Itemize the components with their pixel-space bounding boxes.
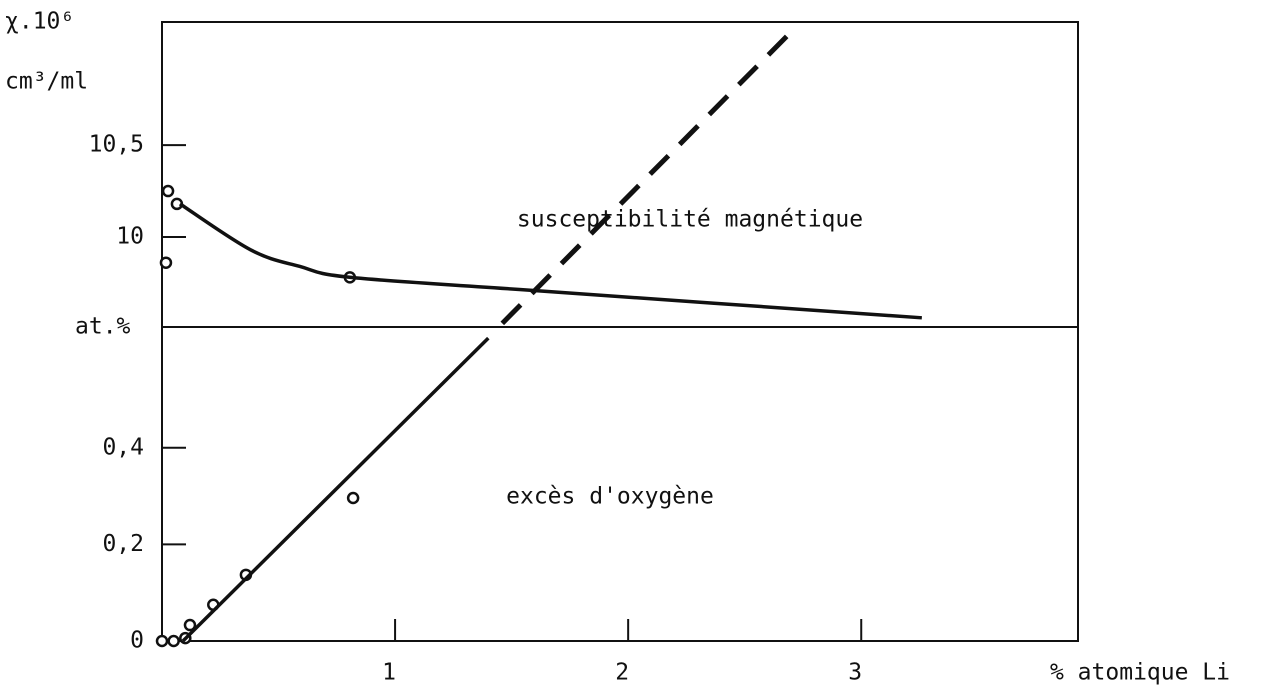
y-axis-label: at.%: [75, 314, 131, 340]
y-tick-label: 10: [116, 223, 144, 249]
fit-line: [181, 336, 490, 643]
annotation: susceptibilité magnétique: [517, 207, 863, 233]
annotation: excès d'oxygène: [506, 484, 714, 510]
y-tick-label: 0,2: [102, 531, 144, 557]
y-axis-label: cm³/ml: [5, 69, 88, 95]
data-point: [346, 491, 360, 505]
y-tick-label: 10,5: [89, 132, 144, 158]
x-axis-label: % atomique Li: [1050, 660, 1230, 686]
y-tick-label: 0: [130, 628, 144, 654]
y-tick-label: 0,4: [102, 434, 144, 460]
x-tick-label: 1: [382, 660, 396, 686]
dashed-line: [500, 27, 796, 326]
data-point: [161, 184, 175, 198]
plot-frame: [161, 21, 1079, 642]
data-point: [159, 256, 173, 269]
x-tick-label: 3: [848, 660, 862, 686]
data-point: [167, 634, 180, 648]
data-point: [183, 618, 197, 632]
fit-line: [178, 202, 922, 320]
y-axis-label: χ.10⁶: [5, 9, 74, 35]
x-tick-label: 2: [615, 660, 629, 686]
data-point: [155, 634, 169, 648]
